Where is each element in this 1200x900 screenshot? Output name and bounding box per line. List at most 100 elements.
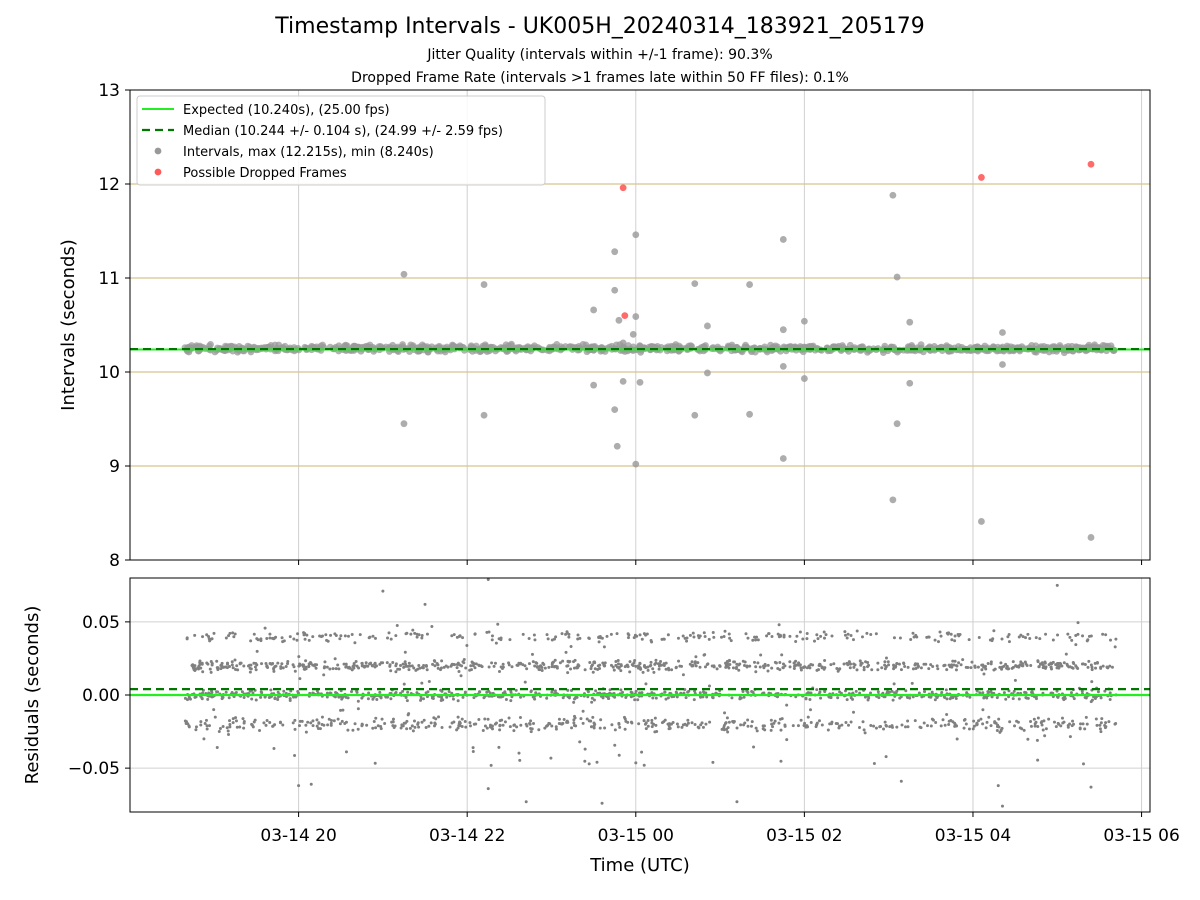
residual-point — [248, 670, 252, 674]
residual-point — [962, 718, 966, 722]
residual-point — [550, 662, 554, 666]
residual-point — [880, 666, 884, 670]
residual-point — [1007, 640, 1011, 644]
interval-point — [906, 318, 914, 326]
residual-point — [206, 662, 210, 666]
residual-point — [712, 664, 716, 668]
residual-point — [995, 728, 999, 732]
residual-point — [524, 800, 528, 804]
residual-point — [638, 691, 642, 695]
residual-point — [891, 698, 895, 702]
residual-point — [567, 632, 571, 636]
residual-point — [759, 653, 763, 657]
residual-point — [785, 703, 789, 707]
residual-point — [295, 638, 299, 642]
residual-point — [791, 724, 795, 728]
residual-point — [799, 668, 803, 672]
residual-point — [529, 689, 533, 693]
residual-point — [576, 633, 580, 637]
residual-point — [415, 635, 419, 639]
residual-point — [763, 662, 767, 666]
residual-point — [545, 696, 549, 700]
residual-point — [490, 638, 494, 642]
residual-point — [926, 724, 930, 728]
residual-point — [550, 665, 554, 669]
residual-point — [262, 721, 266, 725]
residual-point — [904, 725, 908, 729]
residual-point — [1079, 722, 1083, 726]
residual-point — [756, 638, 760, 642]
residual-point — [1056, 661, 1060, 665]
residual-point — [566, 688, 570, 692]
residual-point — [594, 689, 598, 693]
residual-point — [895, 662, 899, 666]
residual-point — [469, 668, 473, 672]
residual-point — [651, 667, 655, 671]
residual-point — [458, 663, 462, 667]
chart-title: Timestamp Intervals - UK005H_20240314_18… — [275, 14, 925, 39]
residual-point — [725, 716, 729, 720]
residual-point — [743, 660, 747, 664]
residual-point — [1062, 661, 1066, 665]
residual-point — [633, 659, 637, 663]
residual-point — [616, 662, 620, 666]
residual-point — [815, 668, 819, 672]
residual-point — [666, 696, 670, 700]
residual-point — [1066, 725, 1070, 729]
residual-point — [619, 664, 623, 668]
residual-point — [336, 663, 340, 667]
residual-point — [328, 667, 332, 671]
residual-point — [405, 727, 409, 731]
residual-point — [863, 731, 867, 735]
residual-point — [707, 684, 711, 688]
residual-point — [805, 632, 809, 636]
residual-point — [954, 724, 958, 728]
residual-point — [982, 672, 986, 676]
residual-point — [379, 727, 383, 731]
residual-point — [681, 673, 685, 677]
residual-point — [1006, 635, 1010, 639]
residual-point — [822, 630, 826, 634]
residual-point — [518, 758, 522, 762]
residual-point — [1036, 716, 1040, 720]
residual-point — [726, 726, 730, 730]
residual-point — [1095, 661, 1099, 665]
residual-point — [701, 695, 705, 699]
residual-point — [255, 663, 259, 667]
residual-point — [459, 674, 463, 678]
residual-point — [876, 668, 880, 672]
residual-point — [808, 666, 812, 670]
residual-point — [371, 726, 375, 730]
residual-point — [1081, 762, 1085, 766]
residual-point — [331, 667, 335, 671]
residual-point — [333, 657, 337, 661]
y-tick-label: 13 — [98, 81, 120, 101]
residual-point — [617, 753, 621, 757]
residual-point — [216, 668, 220, 672]
y-axis-label: Residuals (seconds) — [22, 606, 43, 785]
residual-point — [269, 688, 273, 692]
residual-point — [463, 720, 467, 724]
residual-point — [972, 719, 976, 723]
residual-point — [706, 662, 710, 666]
residual-point — [235, 664, 239, 668]
residual-point — [971, 727, 975, 731]
residual-point — [1038, 637, 1042, 641]
residual-point — [1076, 621, 1080, 625]
interval-point — [611, 248, 619, 256]
residual-point — [203, 722, 207, 726]
residual-point — [1108, 698, 1112, 702]
residual-point — [394, 664, 398, 668]
residual-point — [1110, 665, 1114, 669]
residual-point — [194, 725, 198, 729]
interval-point — [480, 281, 488, 288]
residual-point — [252, 632, 256, 636]
residual-point — [417, 725, 421, 729]
residual-point — [936, 640, 940, 644]
residual-point — [683, 688, 687, 692]
residual-point — [766, 663, 770, 667]
residual-point — [618, 725, 622, 729]
residual-point — [312, 664, 316, 668]
interval-point — [342, 341, 349, 349]
residual-point — [555, 665, 559, 669]
